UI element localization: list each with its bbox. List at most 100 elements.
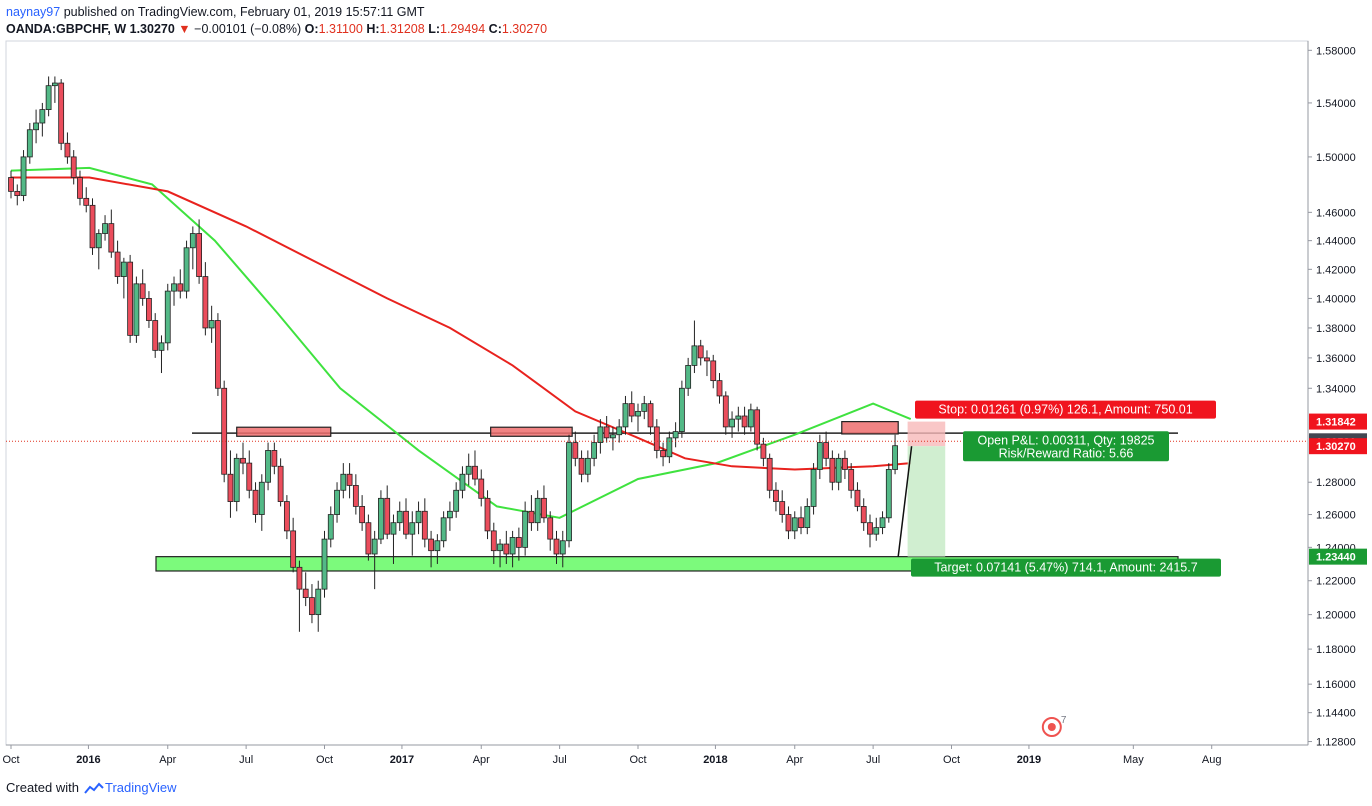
target-area [907,446,946,557]
x-tick-label: Oct [943,754,960,766]
last-price: 1.30270 [129,22,175,36]
candle [484,490,491,540]
candle-body [33,122,39,131]
candle-body [472,465,478,480]
candle [196,219,203,284]
time-axis[interactable]: Oct 2016 Apr Jul Oct 2017 Apr Jul Oct 2018 Apr Jul O… [2,745,1221,766]
x-tick-label: 2017 [390,754,414,766]
candle [133,276,140,343]
candle [697,339,704,366]
candle [164,283,171,351]
candle [8,170,14,199]
candle [785,506,792,540]
candle [754,406,761,451]
candle-body [183,247,190,292]
candle [396,501,403,531]
candle [252,482,259,523]
candle [208,305,215,343]
candle [265,442,271,491]
candle-body [108,223,115,253]
price-axis[interactable]: 1.58000 1.54000 1.50000 1.46000 1.44000 1.420… [1308,45,1367,749]
price-tag-last[interactable]: 1.30270 [1309,438,1367,455]
candle [722,391,729,435]
resistance-box [841,421,899,435]
tradingview-logo[interactable]: TradingView [83,780,177,795]
candle [120,257,127,299]
candle [860,498,867,531]
candle-body [164,290,171,344]
candle [791,511,798,540]
candle [233,453,240,512]
candle-body [396,510,403,524]
candle [741,406,748,435]
candle-body [240,457,246,464]
candle [559,530,566,568]
candle [152,313,159,358]
price-tag-stop[interactable]: 1.31842 [1309,413,1367,430]
candle [729,411,735,438]
y-tick-label: 1.50000 [1316,152,1356,164]
author-link[interactable]: naynay97 [6,5,61,19]
price-tag-text: 1.30270 [1316,441,1356,453]
stop-label-text: Stop: 0.01261 (0.97%) 126.1, Amount: 750… [938,403,1192,417]
candle-body [678,387,685,432]
candle [873,517,880,541]
candle-body [315,588,322,616]
target-label[interactable]: Target: 0.07141 (5.47%) 714.1, Amount: 2… [911,558,1221,577]
candle [189,226,196,270]
position-tool[interactable]: Stop: 0.01261 (0.97%) 126.1, Amount: 750… [6,400,1308,737]
target-label-bg [911,558,1221,577]
candle [798,506,804,535]
candle [415,501,422,535]
candle [453,482,460,518]
open-label: O: [304,22,319,36]
candle-body [578,457,585,475]
candle-body [660,450,666,458]
candle [409,511,416,556]
candle-body [215,320,221,389]
pnl-label[interactable]: Open P&L: 0.00311, Qty: 19825Risk/Reward… [963,431,1169,462]
economic-event-icon[interactable]: 7 [1041,715,1067,737]
y-tick-label: 1.36000 [1316,353,1356,365]
candle [127,254,134,343]
candle [810,463,817,515]
candle [58,79,65,151]
candle-body [547,517,554,540]
candle-body [729,418,735,428]
candle [603,416,610,443]
candle-body [196,233,203,277]
candle-body [541,497,547,519]
candle [327,506,334,548]
plot-area [5,40,1309,746]
candle [102,215,108,241]
candle [478,469,485,507]
candle [346,463,353,499]
candle [14,184,21,206]
candle-body [290,530,297,568]
y-tick-label: 1.14400 [1316,708,1356,720]
moving-averages-layer [10,166,912,519]
candle-body [773,489,779,502]
candle [158,335,165,374]
close-value: 1.30270 [501,22,548,36]
candle-body [64,142,71,158]
candle-body [754,409,761,445]
price-tag-target[interactable]: 1.23440 [1309,548,1367,565]
candle-body [791,517,798,532]
candle [290,517,297,573]
stop-label[interactable]: Stop: 0.01261 (0.97%) 126.1, Amount: 750… [915,400,1216,419]
candle-body [189,233,196,249]
candle [503,530,510,564]
candle [240,442,246,475]
candle-body [766,457,773,491]
y-tick-label: 1.26000 [1316,510,1356,522]
y-tick-label: 1.46000 [1316,207,1356,219]
y-tick-label: 1.18000 [1316,644,1356,656]
candle-body [704,357,710,362]
candle-body [641,403,648,412]
down-arrow-icon: ▼ [178,22,191,36]
candle [77,170,83,206]
candle-body [171,283,177,292]
candle-body [885,469,892,519]
